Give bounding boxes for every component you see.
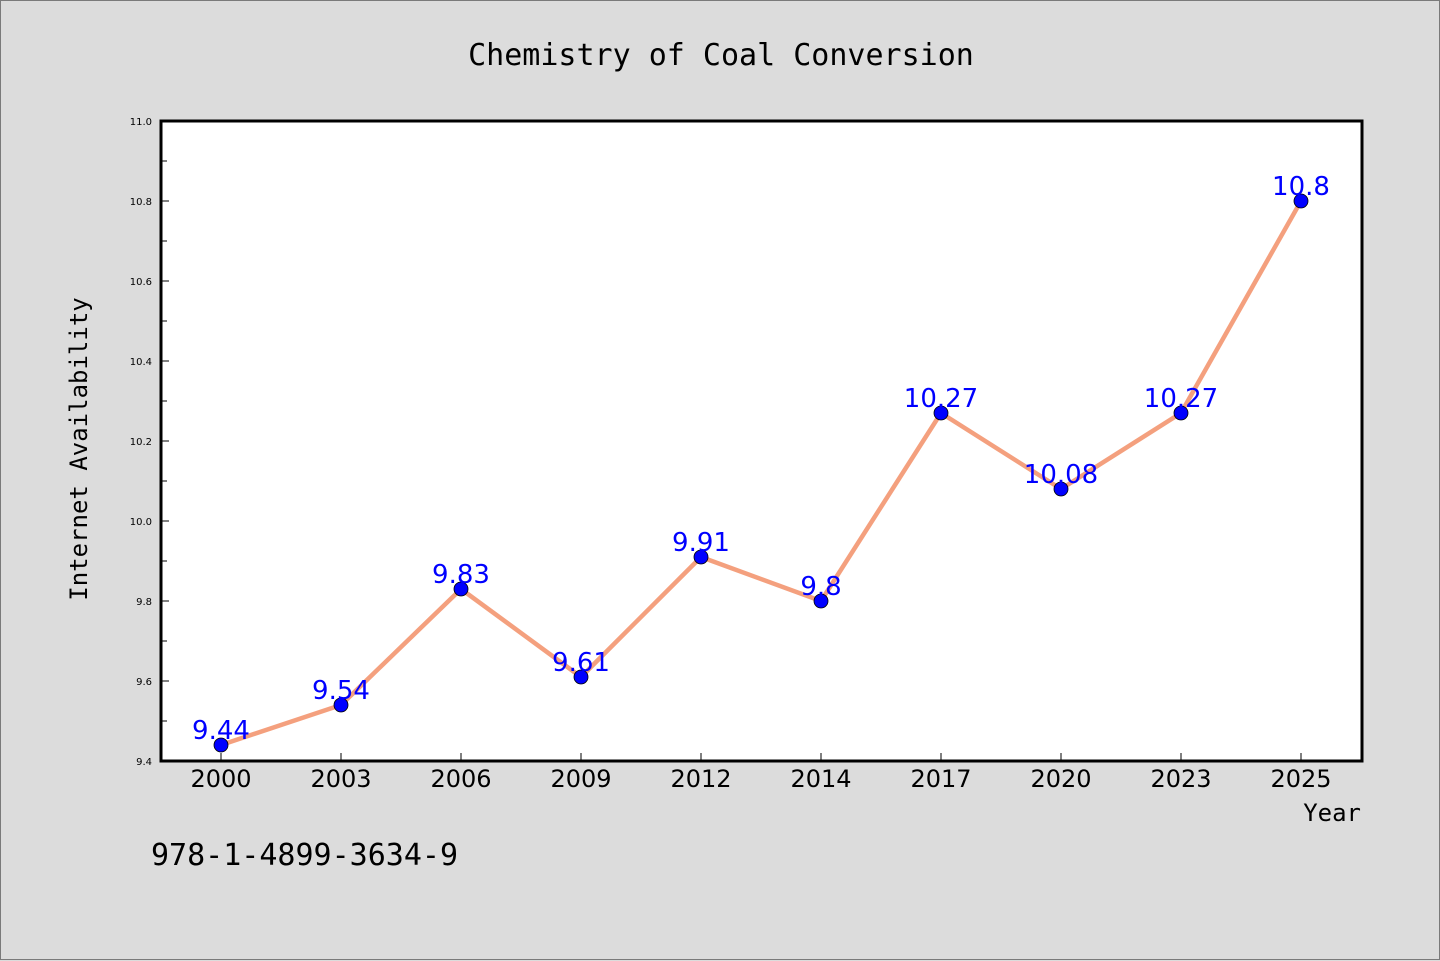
x-tick-label: 2020 [1030, 765, 1091, 793]
data-label: 9.61 [552, 648, 610, 678]
data-label: 9.8 [800, 572, 841, 602]
plot-area [159, 119, 1364, 763]
data-labels: 9.44 9.54 9.83 9.61 9.91 9.8 10.27 10.08 10.27 10… [192, 172, 1330, 746]
x-tick-label: 2014 [790, 765, 851, 793]
footer-text: 978-1-4899-3634-9 [151, 838, 458, 873]
y-axis: 9.4 9.6 9.8 10.0 10.2 10.4 10.6 10.8 11.0 [130, 117, 169, 768]
data-point [453, 581, 469, 597]
y-tick-label: 9.6 [136, 677, 152, 688]
x-axis: 2000 2003 2006 2009 2012 2014 2017 2020 2023 2025 [190, 753, 1332, 793]
data-label: 10.08 [1024, 460, 1098, 490]
data-label: 9.54 [312, 676, 370, 706]
x-tick-label: 2025 [1270, 765, 1331, 793]
data-label: 10.8 [1272, 172, 1330, 202]
y-tick-label: 10.2 [130, 437, 152, 448]
data-point [1293, 193, 1309, 209]
x-tick-label: 2009 [550, 765, 611, 793]
x-tick-label: 2003 [310, 765, 371, 793]
chart-title: Chemistry of Coal Conversion [468, 38, 974, 73]
data-label: 9.44 [192, 716, 250, 746]
data-point [813, 593, 829, 609]
data-label: 10.27 [904, 384, 978, 414]
data-point [1053, 481, 1069, 497]
data-label: 10.27 [1144, 384, 1218, 414]
series-line [218, 198, 1304, 748]
data-point [1173, 405, 1189, 421]
data-markers [213, 193, 1309, 753]
x-tick-label: 2000 [190, 765, 251, 793]
x-tick-label: 2012 [670, 765, 731, 793]
data-point [933, 405, 949, 421]
y-tick-label: 10.8 [130, 197, 152, 208]
y-tick-label: 10.4 [130, 357, 152, 368]
data-label: 9.91 [672, 528, 730, 558]
data-point [573, 669, 589, 685]
x-tick-label: 2017 [910, 765, 971, 793]
data-point [213, 737, 229, 753]
y-tick-label: 9.4 [136, 757, 152, 768]
y-tick-label: 9.8 [136, 597, 152, 608]
y-axis-label: Internet Availability [65, 297, 93, 600]
y-tick-label: 10.6 [130, 277, 152, 288]
data-point [693, 549, 709, 565]
y-tick-label: 10.0 [130, 517, 152, 528]
data-label: 9.83 [432, 560, 490, 590]
x-axis-label: Year [1303, 799, 1361, 827]
x-tick-label: 2023 [1150, 765, 1211, 793]
x-tick-label: 2006 [430, 765, 491, 793]
y-tick-label: 11.0 [130, 117, 152, 128]
data-point [333, 697, 349, 713]
